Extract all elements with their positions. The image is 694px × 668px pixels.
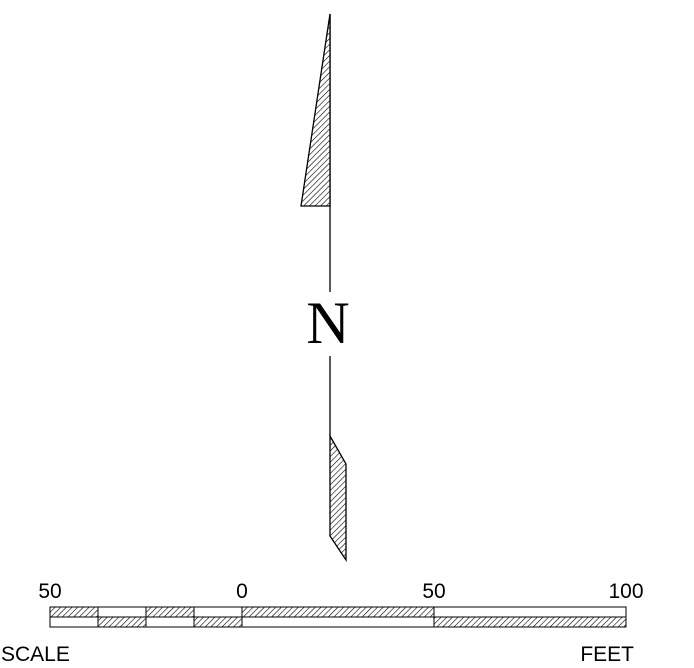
scale-segment (145, 606, 195, 618)
scale-segment (49, 616, 99, 628)
scale-segment (193, 606, 243, 618)
scale-segment (49, 606, 99, 618)
north-arrow-letter: N (306, 290, 349, 356)
north-arrow-tail (329, 433, 347, 563)
scale-caption: SCALE (1, 643, 70, 666)
scale-tick-label-0: 0 (236, 580, 248, 603)
scale-segment (433, 606, 627, 618)
scale-segment (241, 606, 435, 618)
scale-tick-label-50-right: 50 (422, 580, 445, 603)
scale-segment (193, 616, 243, 628)
scale-tick-label-100: 100 (608, 580, 643, 603)
scale-segment (97, 616, 147, 628)
scale-bar: 50 0 50 100 SCALE FEET (1, 580, 644, 666)
scale-segment (241, 616, 435, 628)
scale-tick-label-50-left: 50 (38, 580, 61, 603)
scale-segment (433, 616, 627, 628)
north-arrow-head (300, 13, 331, 207)
scale-segment (97, 606, 147, 618)
scale-segment (145, 616, 195, 628)
north-arrow: N (300, 13, 350, 563)
units-caption: FEET (580, 643, 634, 666)
